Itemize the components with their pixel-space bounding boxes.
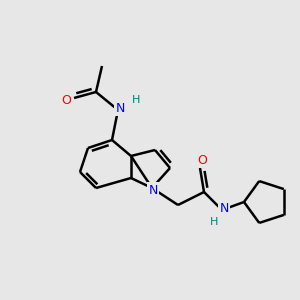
Text: H: H (210, 217, 218, 227)
Text: N: N (219, 202, 229, 214)
Text: N: N (148, 184, 158, 196)
Text: O: O (197, 154, 207, 166)
Text: H: H (132, 95, 140, 105)
Text: O: O (61, 94, 71, 106)
Text: N: N (115, 101, 125, 115)
